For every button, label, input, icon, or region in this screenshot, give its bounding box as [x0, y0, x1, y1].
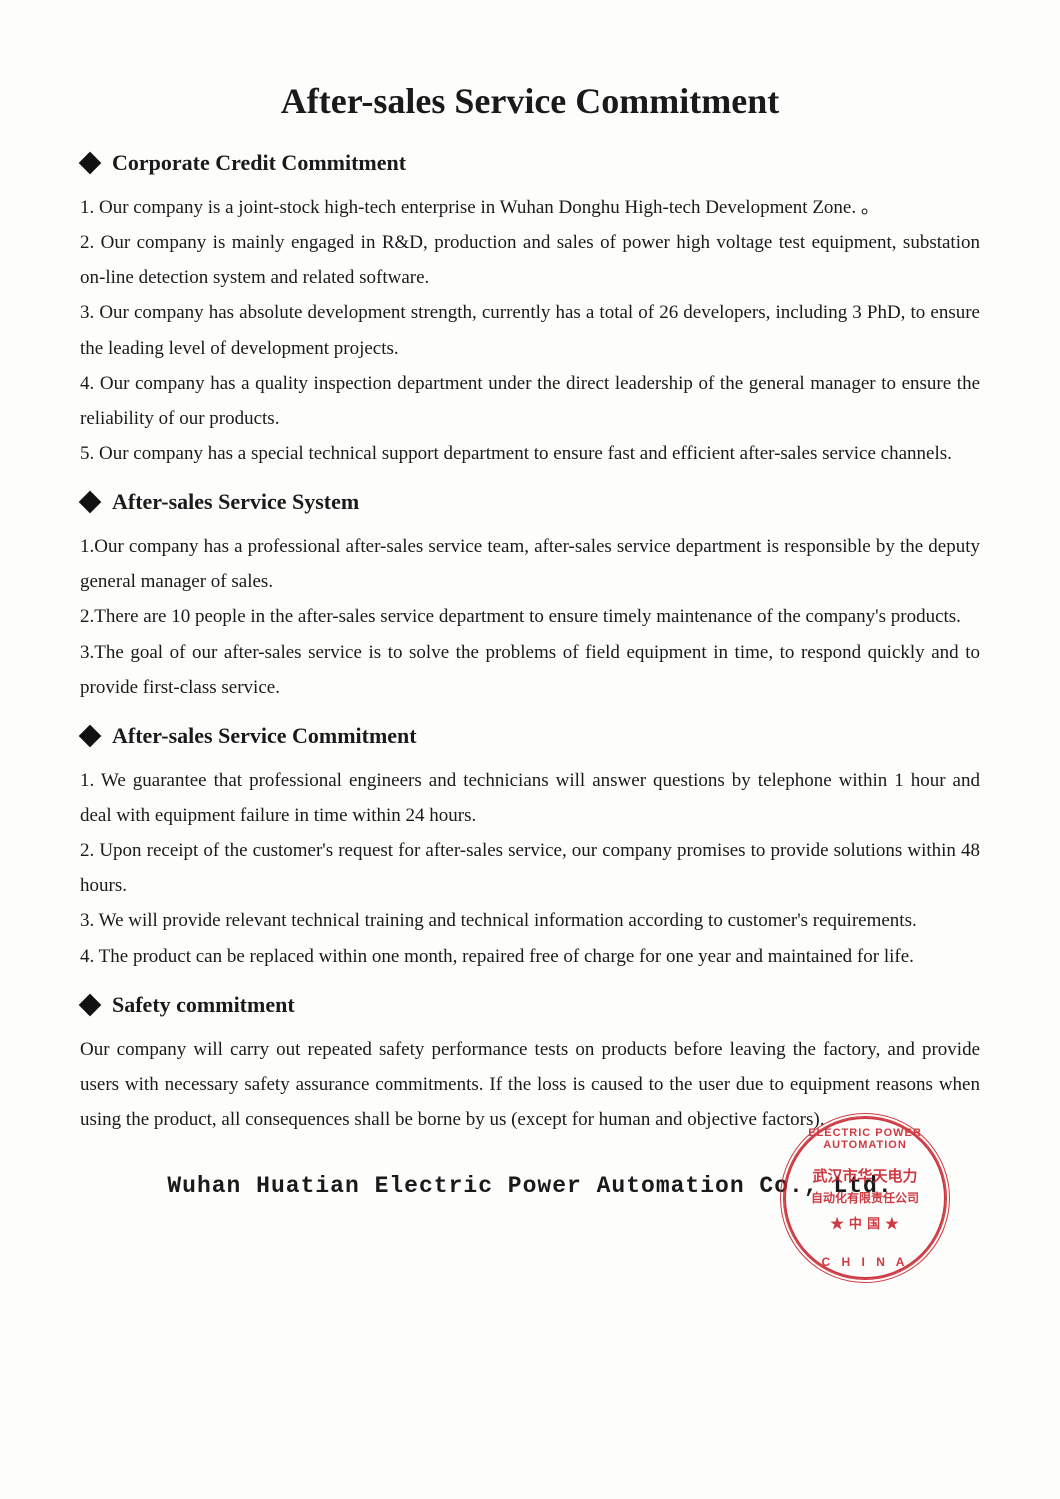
- document-title: After-sales Service Commitment: [80, 80, 980, 122]
- heading-text: Safety commitment: [112, 992, 295, 1018]
- company-seal-icon: ELECTRIC POWER AUTOMATION 武汉市华天电力 自动化有限责…: [780, 1113, 950, 1283]
- heading-text: After-sales Service System: [112, 489, 359, 515]
- paragraph: 4. Our company has a quality inspection …: [80, 366, 980, 436]
- stamp-inner-mid: 自动化有限责任公司: [784, 1189, 946, 1206]
- section-heading: After-sales Service System: [80, 489, 980, 515]
- section-corporate-credit: Corporate Credit Commitment 1. Our compa…: [80, 150, 980, 471]
- paragraph: 1. Our company is a joint-stock high-tec…: [80, 190, 980, 225]
- diamond-icon: [79, 152, 102, 175]
- paragraph: 1.Our company has a professional after-s…: [80, 529, 980, 599]
- paragraph: 1. We guarantee that professional engine…: [80, 763, 980, 833]
- diamond-icon: [79, 491, 102, 514]
- section-heading: Corporate Credit Commitment: [80, 150, 980, 176]
- stamp-arc-top: ELECTRIC POWER AUTOMATION: [784, 1127, 946, 1151]
- section-heading: After-sales Service Commitment: [80, 723, 980, 749]
- stamp-inner-top: 武汉市华天电力: [784, 1165, 946, 1186]
- heading-text: After-sales Service Commitment: [112, 723, 417, 749]
- stamp-arc-bottom: C H I N A: [784, 1255, 946, 1269]
- diamond-icon: [79, 993, 102, 1016]
- paragraph: 3. Our company has absolute development …: [80, 295, 980, 365]
- diamond-icon: [79, 725, 102, 748]
- paragraph: 2.There are 10 people in the after-sales…: [80, 599, 980, 634]
- section-service-system: After-sales Service System 1.Our company…: [80, 489, 980, 705]
- paragraph: 4. The product can be replaced within on…: [80, 939, 980, 974]
- section-service-commitment: After-sales Service Commitment 1. We gua…: [80, 723, 980, 974]
- heading-text: Corporate Credit Commitment: [112, 150, 406, 176]
- stamp-inner-bot: ★ 中 国 ★: [784, 1213, 946, 1232]
- signature-block: Wuhan Huatian Electric Power Automation …: [80, 1173, 980, 1199]
- paragraph: 5. Our company has a special technical s…: [80, 436, 980, 471]
- paragraph: 3.The goal of our after-sales service is…: [80, 635, 980, 705]
- paragraph: 3. We will provide relevant technical tr…: [80, 903, 980, 938]
- paragraph: 2. Upon receipt of the customer's reques…: [80, 833, 980, 903]
- paragraph: 2. Our company is mainly engaged in R&D,…: [80, 225, 980, 295]
- section-heading: Safety commitment: [80, 992, 980, 1018]
